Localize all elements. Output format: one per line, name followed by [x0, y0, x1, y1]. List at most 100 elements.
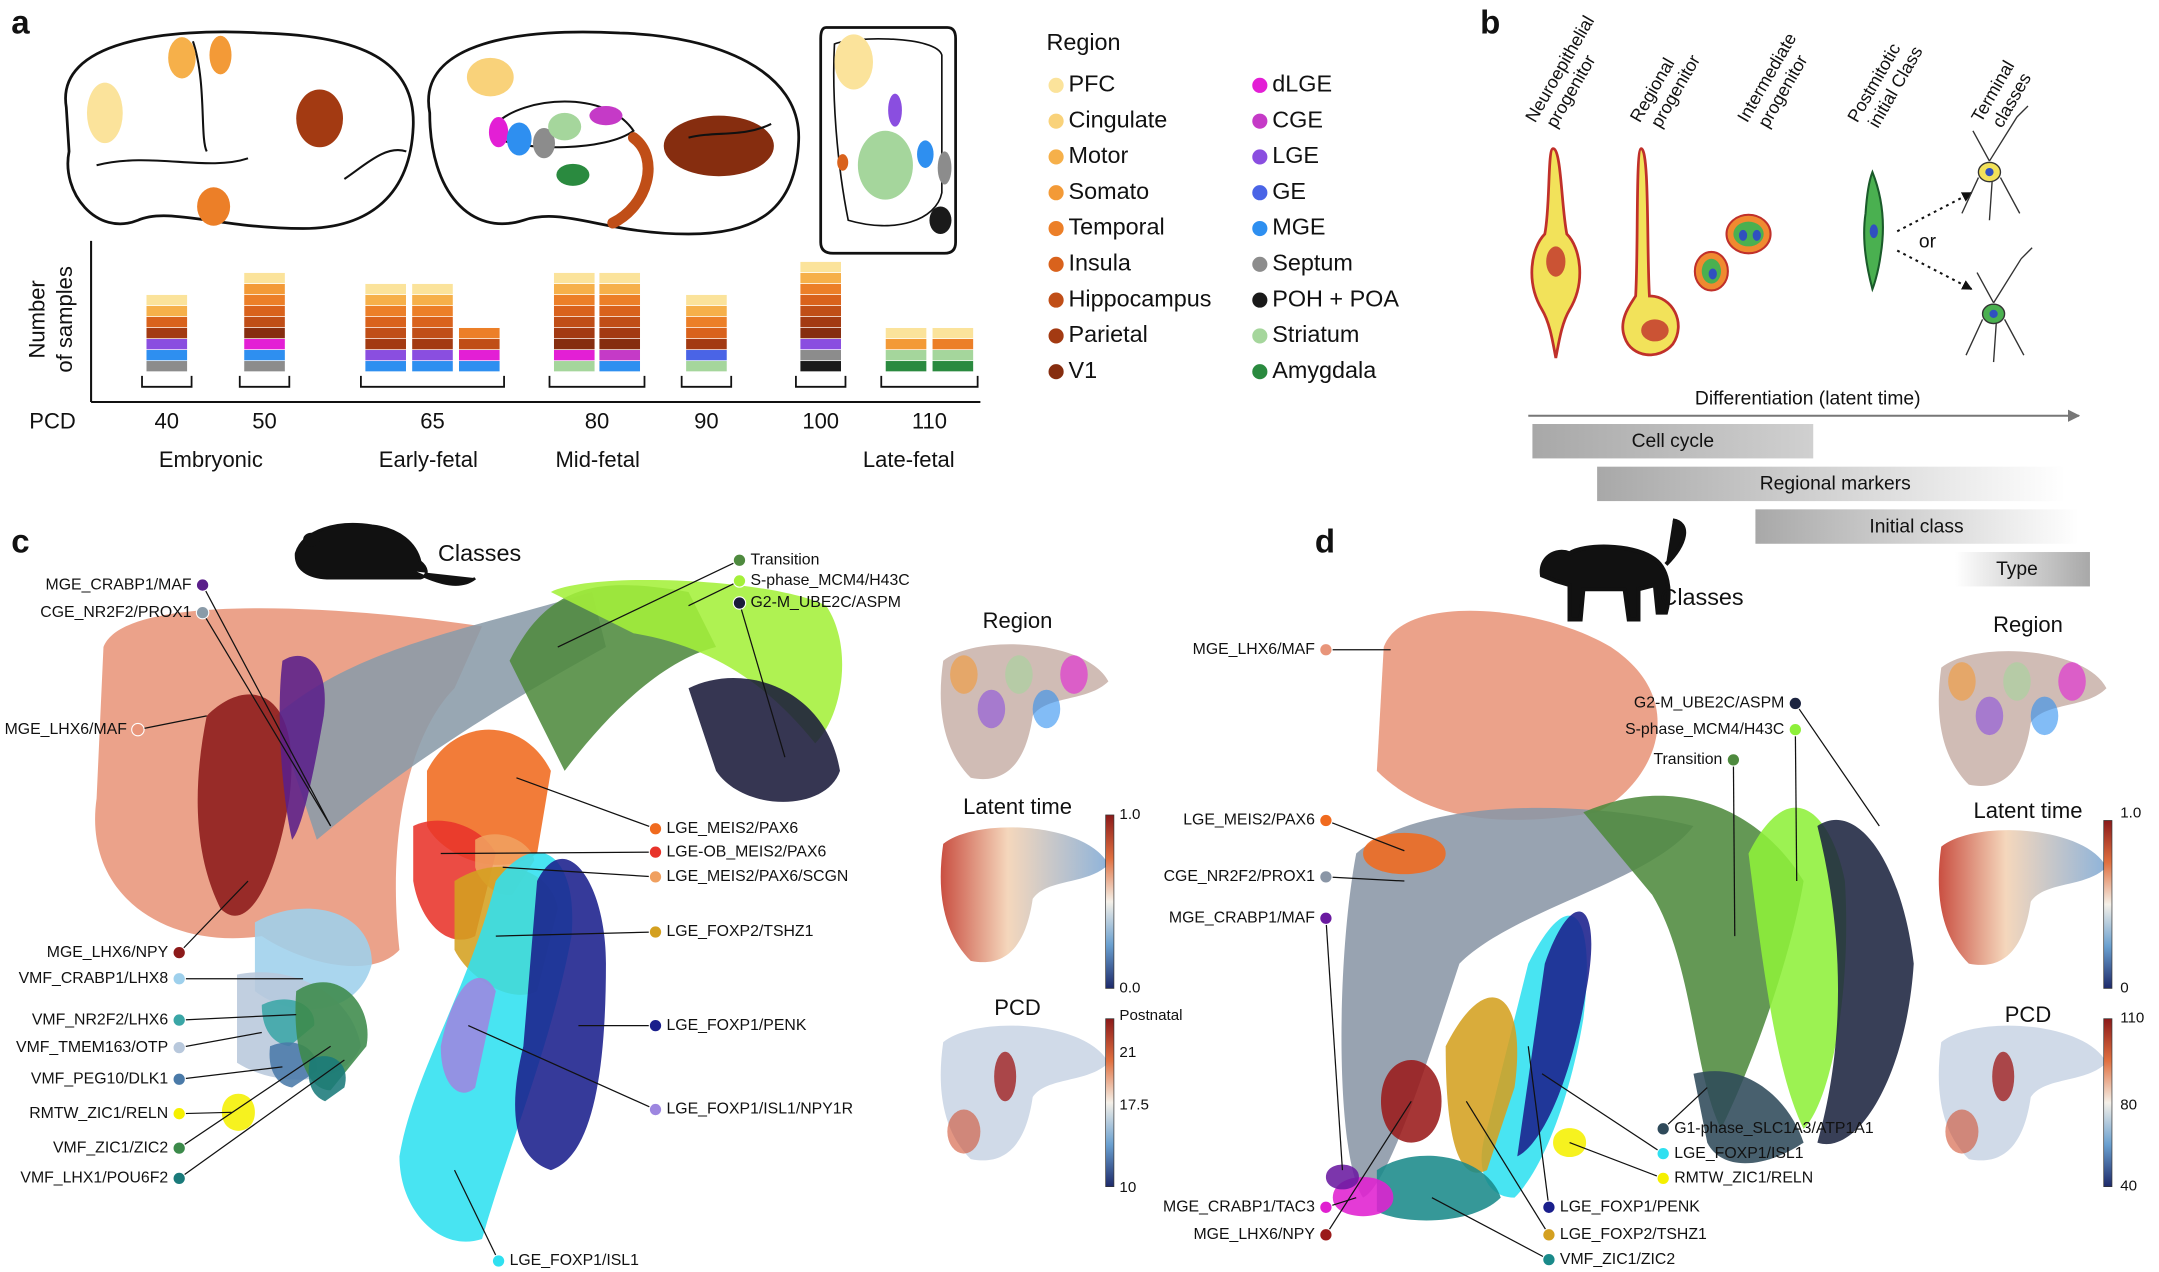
sample-segment — [145, 316, 188, 328]
sample-segment — [685, 338, 728, 351]
legend-swatch — [1252, 220, 1268, 237]
sample-segment — [458, 360, 501, 373]
legend-label: Motor — [1068, 142, 1128, 168]
inset-hotspot — [994, 1051, 1017, 1102]
panel-label: a — [11, 3, 30, 40]
phase-bar — [1597, 466, 2066, 502]
legend-label: Cingulate — [1068, 106, 1167, 132]
sample-segment — [685, 316, 728, 328]
sample-segment — [364, 294, 407, 306]
class-label: G2-M_UBE2C/ASPM — [750, 594, 900, 611]
nucleus — [1989, 309, 1998, 318]
legend-swatch — [1252, 364, 1268, 380]
region-blob — [466, 57, 514, 97]
inset-region — [1948, 662, 1976, 701]
class-label: VMF_TMEM163/OTP — [16, 1039, 168, 1056]
colorbar — [1105, 814, 1115, 989]
leader-line — [1662, 1087, 1708, 1130]
dendrite — [1965, 247, 2033, 363]
inset-title: Region — [1993, 612, 2063, 637]
region-blob — [488, 117, 509, 148]
class-dot — [648, 1018, 663, 1033]
inset-hotspot — [947, 1109, 981, 1154]
legend-label: Insula — [1068, 249, 1131, 275]
leader-line — [202, 584, 332, 827]
sample-segment — [553, 294, 596, 306]
leader-line — [1794, 703, 1880, 827]
sample-segment — [243, 305, 286, 317]
leader-line — [440, 851, 656, 855]
leader-line — [202, 612, 332, 827]
sample-segment — [458, 349, 501, 362]
class-label: VMF_CRABP1/LHX8 — [19, 970, 169, 987]
cell-cluster — [1817, 819, 1914, 1145]
inset-cloud — [940, 1025, 1109, 1161]
class-label: VMF_ZIC1/ZIC2 — [1560, 1251, 1675, 1268]
panel-label: d — [1315, 522, 1335, 559]
sample-segment — [411, 305, 454, 317]
nucleus — [1752, 229, 1761, 241]
x-tick-label: 50 — [252, 408, 277, 433]
cell-cluster — [1517, 911, 1592, 1157]
cell-cluster — [279, 655, 325, 840]
sample-segment — [553, 360, 596, 373]
legend-label: PFC — [1068, 71, 1115, 97]
inset-region — [2030, 696, 2059, 736]
sample-segment — [931, 338, 974, 351]
phase-label: Cell cycle — [1632, 431, 1714, 452]
sample-segment — [598, 294, 641, 306]
panel-label: b — [1480, 3, 1500, 40]
sample-segment — [243, 327, 286, 339]
leader-line — [178, 880, 249, 954]
cell-cluster — [1376, 1155, 1501, 1221]
colorbar — [1105, 1018, 1115, 1187]
sample-segment — [799, 327, 842, 339]
colorbar-label: 17.5 — [1119, 1096, 1148, 1113]
inset-cloud — [1938, 1025, 2107, 1161]
sample-segment — [553, 305, 596, 317]
sample-segment — [458, 338, 501, 351]
sample-segment — [685, 294, 728, 306]
sample-segment — [931, 360, 974, 373]
cell-cluster — [197, 694, 292, 916]
brain-sulcus — [688, 122, 772, 139]
inset-region — [977, 689, 1006, 729]
class-label: RMTW_ZIC1/RELN — [1674, 1170, 1813, 1187]
dendrite — [1961, 105, 2029, 221]
nucleus — [1738, 229, 1748, 241]
class-dot — [1542, 1200, 1556, 1215]
leader-line — [516, 777, 656, 830]
class-dot — [1656, 1146, 1670, 1161]
y-axis-label: Number — [25, 280, 50, 358]
leader-line — [1465, 1100, 1550, 1236]
inset-region — [2058, 662, 2086, 701]
cell-cluster — [515, 858, 606, 1171]
or-label: or — [1919, 231, 1937, 252]
region-blob — [556, 163, 590, 186]
sample-segment — [598, 283, 641, 295]
sample-segment — [685, 327, 728, 339]
bracket — [548, 375, 646, 388]
region-blob — [209, 35, 232, 75]
sample-segment — [364, 283, 407, 295]
class-label: LGE_FOXP1/PENK — [667, 1017, 807, 1034]
brain-outline — [64, 30, 415, 230]
panel-title: Classes — [438, 540, 521, 566]
class-dot — [195, 605, 210, 620]
phase-bar — [1955, 552, 2090, 587]
nucleus — [1708, 268, 1717, 280]
monkey-icon — [1539, 518, 1687, 622]
leader-line — [137, 715, 207, 731]
sample-segment — [885, 327, 928, 339]
leader-line — [1794, 729, 1798, 882]
class-label: VMF_PEG10/DLK1 — [31, 1070, 168, 1087]
leader-line — [502, 866, 656, 878]
cell-cluster — [1376, 610, 1658, 820]
class-label: LGE_FOXP1/PENK — [1560, 1198, 1700, 1215]
sample-segment — [364, 360, 407, 373]
legend-label: POH + POA — [1272, 285, 1399, 311]
stage-label: Late-fetal — [863, 447, 955, 472]
region-blob — [532, 128, 556, 159]
class-dot — [1788, 722, 1803, 737]
colorbar-label: 40 — [2120, 1178, 2137, 1195]
